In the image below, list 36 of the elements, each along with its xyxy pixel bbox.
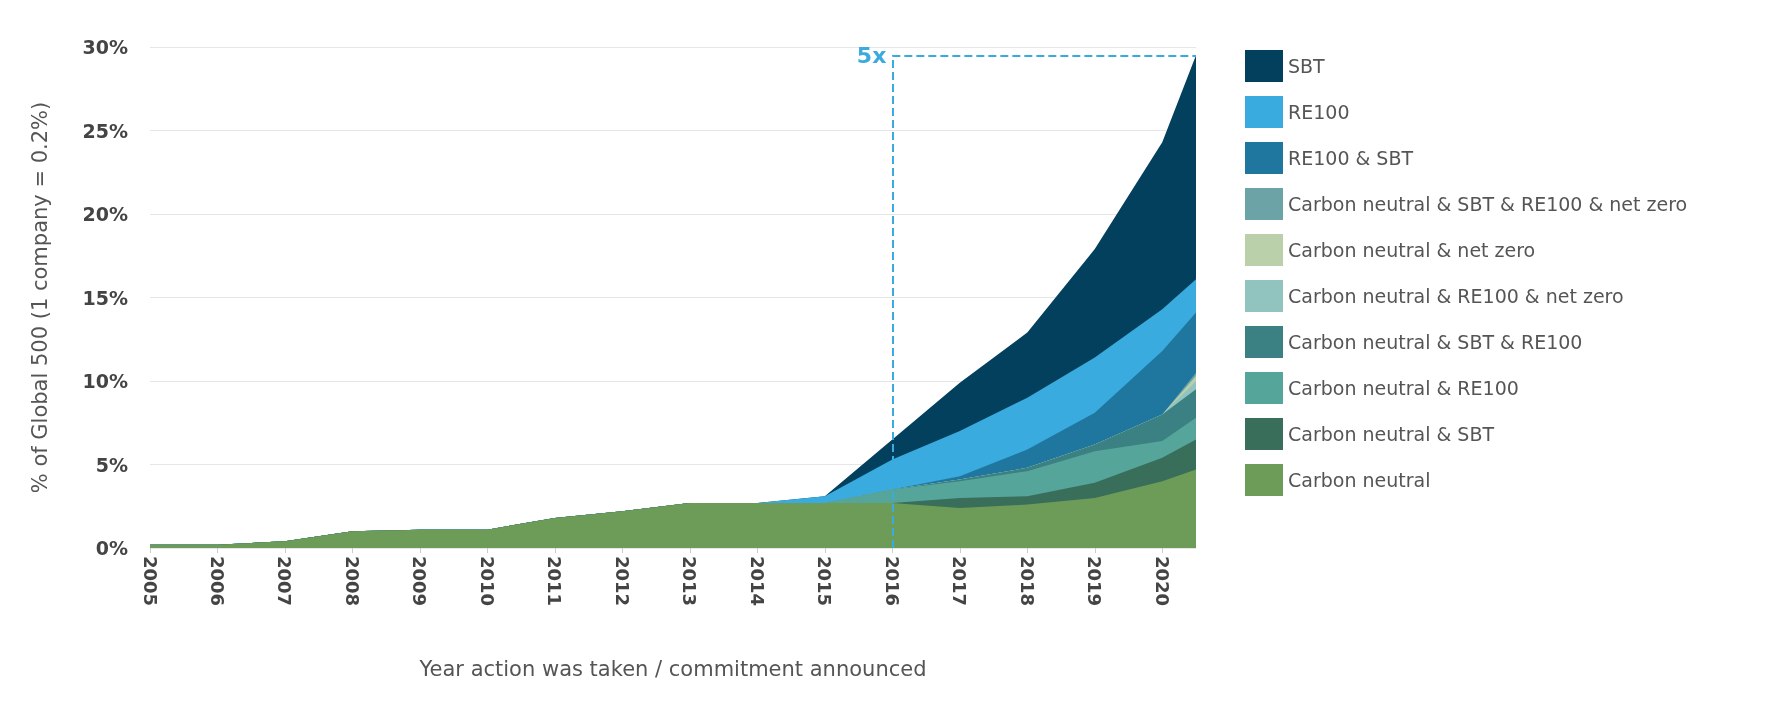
y-tick-label: 0% — [95, 537, 128, 559]
legend-label: SBT — [1288, 55, 1326, 77]
x-tick-label: 2018 — [1016, 556, 1038, 607]
legend-label: Carbon neutral & SBT — [1288, 423, 1495, 445]
x-tick-label: 2020 — [1151, 556, 1173, 607]
y-tick-label: 15% — [82, 286, 128, 309]
x-tick-label: 2012 — [611, 556, 633, 607]
y-axis-title: % of Global 500 (1 company = 0.2%) — [27, 101, 52, 494]
x-tick-label: 2014 — [746, 556, 768, 607]
y-tick-label: 10% — [82, 370, 128, 392]
annotation: 5x — [856, 42, 887, 68]
x-axis-title: Year action was taken / commitment announced — [418, 656, 927, 681]
y-tick-label: 30% — [82, 36, 128, 58]
legend-label: RE100 — [1288, 101, 1350, 123]
legend-label: Carbon neutral — [1288, 469, 1431, 491]
x-tick-label: 2015 — [814, 556, 836, 607]
x-tick-label: 2013 — [679, 556, 701, 607]
legend-label: Carbon neutral & SBT & RE100 & net zero — [1288, 193, 1688, 215]
x-tick-label: 2010 — [476, 556, 498, 607]
x-tick-label: 2009 — [409, 556, 431, 607]
x-tick-label: 2008 — [341, 556, 363, 607]
x-tick-label: 2011 — [544, 556, 566, 607]
legend-label: Carbon neutral & RE100 & net zero — [1288, 285, 1624, 307]
y-tick-label: 5% — [95, 453, 128, 476]
x-tick-label: 2006 — [206, 556, 228, 607]
y-tick-label: 20% — [82, 203, 128, 225]
x-tick-label: 2017 — [949, 556, 971, 607]
legend-label: RE100 & SBT — [1288, 147, 1414, 169]
y-tick-label: 25% — [82, 119, 128, 142]
legend-label: Carbon neutral & net zero — [1288, 239, 1536, 261]
x-tick-label: 2016 — [881, 556, 903, 607]
x-tick-label: 2005 — [139, 556, 161, 607]
x-tick-label: 2019 — [1084, 556, 1106, 607]
legend-label: Carbon neutral & RE100 — [1288, 377, 1519, 399]
legend-label: Carbon neutral & SBT & RE100 — [1288, 331, 1583, 353]
x-tick-label: 2007 — [274, 556, 296, 607]
